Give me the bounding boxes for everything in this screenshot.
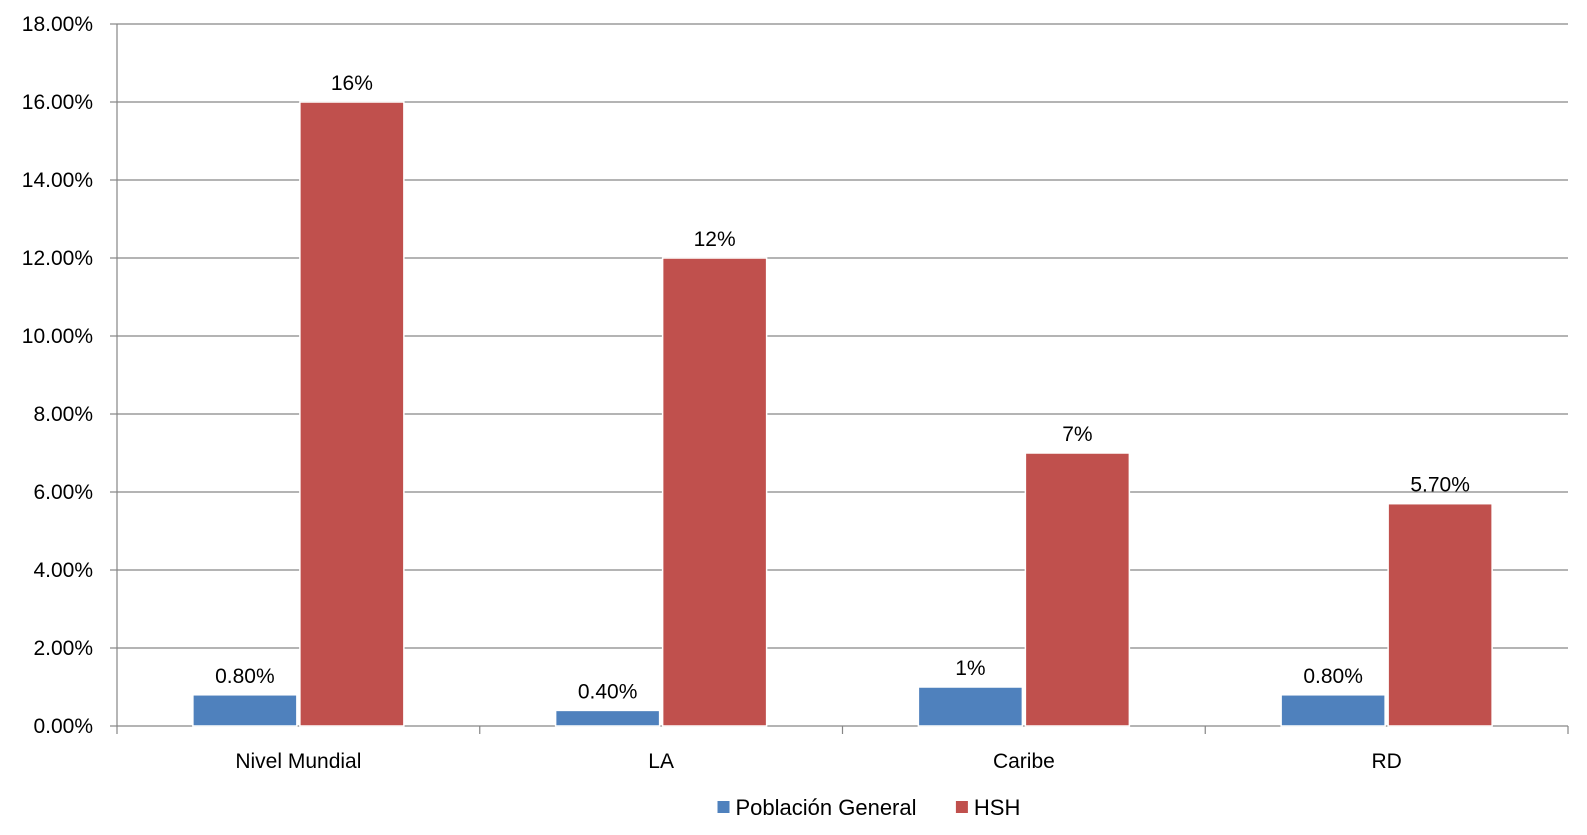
- data-label: 0.80%: [215, 665, 275, 688]
- data-label: 1%: [955, 657, 985, 680]
- data-label: 5.70%: [1410, 474, 1470, 497]
- bar: [661, 257, 768, 727]
- x-category-label: RD: [1371, 750, 1401, 773]
- bar: [917, 686, 1024, 727]
- legend-label: Población General: [736, 795, 917, 820]
- x-category-label: LA: [648, 750, 674, 773]
- data-label: 12%: [694, 228, 736, 251]
- legend-swatch: [955, 801, 968, 813]
- data-label: 0.80%: [1303, 665, 1363, 688]
- x-category-label: Caribe: [993, 750, 1055, 773]
- bar: [192, 694, 298, 727]
- bars: [192, 101, 1493, 727]
- legend: Población General HSH: [717, 795, 1020, 820]
- data-label: 7%: [1062, 423, 1092, 446]
- y-tick-label: 0.00%: [33, 715, 93, 738]
- y-tick-label: 16.00%: [22, 91, 93, 114]
- bar: [1280, 694, 1386, 727]
- y-tick-label: 6.00%: [33, 481, 93, 504]
- x-category-label: Nivel Mundial: [235, 750, 361, 773]
- y-tick-label: 14.00%: [22, 169, 93, 192]
- y-tick-label: 18.00%: [22, 13, 93, 36]
- bar: [299, 101, 405, 727]
- y-tick-label: 12.00%: [22, 247, 93, 270]
- legend-swatch: [717, 801, 730, 813]
- data-labels: 0.80% 16% 0.40% 12% 1% 7% 0.80% 5.70%: [215, 72, 1470, 703]
- y-tick-label: 2.00%: [33, 637, 93, 660]
- data-label: 16%: [331, 72, 373, 95]
- axes: 0.00% 2.00% 4.00% 6.00% 8.00% 10.00% 12.00% 14.…: [22, 13, 1569, 773]
- data-label: 0.40%: [578, 680, 638, 703]
- legend-label: HSH: [974, 795, 1020, 820]
- y-tick-label: 10.00%: [22, 325, 93, 348]
- y-tick-label: 8.00%: [33, 403, 93, 426]
- bar: [1024, 452, 1131, 727]
- bar: [1387, 502, 1493, 727]
- y-tick-label: 4.00%: [33, 559, 93, 582]
- bar: [554, 709, 661, 727]
